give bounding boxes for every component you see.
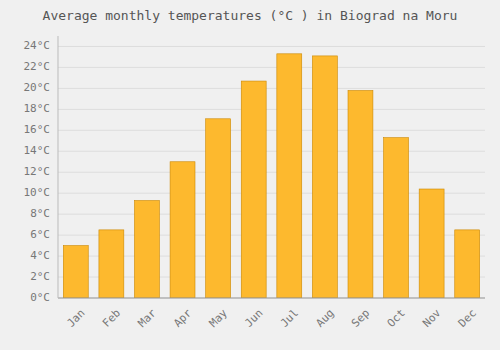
- grid-line: [58, 109, 485, 110]
- x-tick-label: Feb: [100, 307, 123, 330]
- x-tick-label: Oct: [385, 307, 408, 330]
- x-tick-label: Jun: [242, 307, 265, 330]
- grid-line: [58, 67, 485, 68]
- grid-line: [58, 172, 485, 173]
- y-tick-label: 4°C: [30, 249, 50, 262]
- bar: [99, 230, 124, 298]
- title: Average monthly temperatures (°C ) in Bi…: [43, 8, 458, 23]
- bar: [206, 119, 231, 298]
- y-tick-label: 10°C: [24, 186, 51, 199]
- y-tick-label: 20°C: [24, 81, 51, 94]
- x-tick-label: Aug: [313, 307, 336, 330]
- x-tick-label: Jan: [64, 307, 87, 330]
- bar: [277, 54, 302, 298]
- bar: [312, 56, 337, 298]
- y-tick-label: 18°C: [24, 102, 51, 115]
- bar: [63, 246, 88, 298]
- x-tick-label: Sep: [349, 307, 372, 330]
- bar: [455, 230, 480, 298]
- x-tick-label: Apr: [171, 306, 195, 330]
- bars: [63, 54, 479, 298]
- y-tick-label: 8°C: [30, 207, 50, 220]
- chart-container: 0°C 2°C 4°C 6°C 8°C 10°C 12°C 14°C 16°C 18°C 20°C 2…: [0, 0, 500, 350]
- y-tick-label: 14°C: [24, 144, 51, 157]
- y-tick-label: 24°C: [24, 39, 51, 52]
- chart: 0°C 2°C 4°C 6°C 8°C 10°C 12°C 14°C 16°C 18°C 20°C 2…: [0, 0, 500, 350]
- bar: [384, 138, 409, 298]
- y-grid: [58, 46, 485, 298]
- y-tick-label: 6°C: [30, 228, 50, 241]
- y-tick-label: 22°C: [24, 60, 51, 73]
- x-tick-label: Jul: [278, 307, 301, 330]
- grid-line: [58, 88, 485, 89]
- x-axis-line: [58, 298, 485, 299]
- y-tick-label: 16°C: [24, 123, 51, 136]
- y-axis-line: [58, 36, 59, 298]
- bar: [348, 90, 373, 298]
- x-tick-label: Mar: [135, 306, 159, 330]
- x-tick-labels: Jan Feb Mar Apr May Jun Jul Aug Sep Oct Nov Dec: [64, 306, 479, 330]
- y-tick-label: 0°C: [30, 291, 50, 304]
- bar: [241, 81, 266, 298]
- grid-line: [58, 298, 485, 299]
- grid-line: [58, 130, 485, 131]
- bar: [170, 162, 195, 298]
- x-tick-label: Dec: [456, 307, 479, 330]
- grid-line: [58, 151, 485, 152]
- x-tick-label: Nov: [420, 306, 444, 330]
- y-tick-label: 2°C: [30, 270, 50, 283]
- y-tick-label: 12°C: [24, 165, 51, 178]
- grid-line: [58, 46, 485, 47]
- bar: [419, 189, 444, 298]
- bar: [135, 201, 160, 298]
- y-tick-labels: 0°C 2°C 4°C 6°C 8°C 10°C 12°C 14°C 16°C 18°C 20°C 2…: [24, 39, 51, 304]
- x-tick-label: May: [207, 306, 231, 330]
